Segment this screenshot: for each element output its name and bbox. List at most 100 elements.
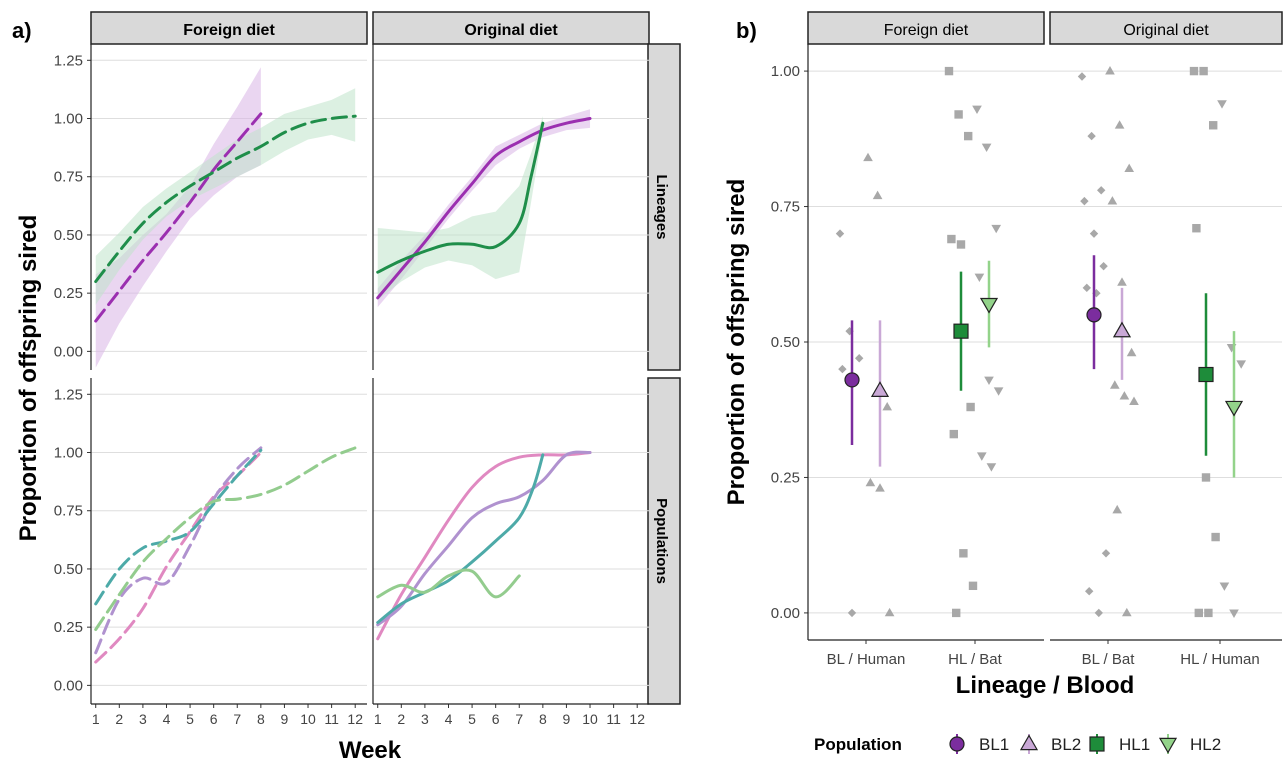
raw-data-point xyxy=(1229,609,1239,618)
x-tick-label: 7 xyxy=(233,711,241,727)
x-tick-label: 6 xyxy=(210,711,218,727)
raw-data-point xyxy=(981,143,992,152)
raw-data-point xyxy=(863,152,873,162)
x-tick-label: 9 xyxy=(281,711,289,727)
y-tick-label: 1.00 xyxy=(771,63,800,80)
series-line xyxy=(94,448,263,606)
raw-data-point xyxy=(954,110,963,119)
series-line xyxy=(376,451,592,641)
legend-label: HL2 xyxy=(1190,735,1221,754)
raw-data-point xyxy=(984,376,994,385)
y-tick-label: 0.00 xyxy=(771,605,800,622)
legend-label: HL1 xyxy=(1119,735,1150,754)
x-tick-label: 3 xyxy=(421,711,429,727)
series-line xyxy=(94,446,357,631)
raw-data-point xyxy=(976,452,987,461)
x-tick-label: 1 xyxy=(92,711,100,727)
y-tick-label: 0.75 xyxy=(771,199,800,216)
raw-data-point xyxy=(1194,608,1203,618)
x-tick-label: 8 xyxy=(539,711,547,727)
raw-data-point xyxy=(847,608,857,618)
raw-data-point xyxy=(1112,504,1123,514)
raw-data-point xyxy=(974,273,985,283)
raw-data-point xyxy=(855,354,864,363)
panel-b-tag: b) xyxy=(736,18,757,43)
raw-data-point xyxy=(1204,608,1213,618)
mean-point xyxy=(870,381,890,397)
series-line xyxy=(94,112,263,323)
series-line xyxy=(376,453,545,624)
y-tick-label: 0.50 xyxy=(771,334,800,351)
raw-data-point xyxy=(1109,380,1120,389)
legend-key-hl2 xyxy=(1158,737,1178,754)
raw-data-point xyxy=(1121,607,1132,617)
y-tick-label: 0.25 xyxy=(54,285,83,302)
y-tick-label: 0.25 xyxy=(54,619,83,636)
mean-point xyxy=(1086,307,1102,323)
mean-point xyxy=(1198,366,1214,383)
raw-data-point xyxy=(1085,587,1094,596)
strip-foreign-diet-b-label: Foreign diet xyxy=(884,22,969,39)
raw-data-point xyxy=(993,387,1004,396)
x-tick-label: 3 xyxy=(139,711,147,727)
legend-label: BL2 xyxy=(1051,735,1081,754)
panel-a-tag: a) xyxy=(12,18,32,43)
y-tick-label: 0.00 xyxy=(54,343,83,360)
legend-key-bl2 xyxy=(1019,734,1039,751)
x-tick-label: 10 xyxy=(582,711,598,727)
y-tick-label: 0.00 xyxy=(54,677,83,694)
raw-data-point xyxy=(949,429,958,439)
raw-data-point xyxy=(1117,277,1127,286)
confidence-band xyxy=(377,109,591,308)
raw-data-point xyxy=(1082,283,1091,293)
x-tick-label: 1 xyxy=(374,711,382,727)
strip-foreign-diet-a xyxy=(90,11,368,45)
x-tick-label: HL / Human xyxy=(1180,651,1259,668)
mean-point xyxy=(953,323,969,339)
raw-data-point xyxy=(991,224,1002,234)
raw-data-point xyxy=(1192,224,1201,233)
mean-point xyxy=(979,297,999,314)
raw-data-point xyxy=(1189,66,1199,76)
raw-data-point xyxy=(884,607,895,617)
raw-data-point xyxy=(838,364,847,374)
x-tick-label: 8 xyxy=(257,711,265,727)
strip-original-diet-a-label: Original diet xyxy=(464,22,558,39)
facet-a-2: 0.000.250.500.751.001.251 2 3 4 5 6 7 8 9 10 11 12 xyxy=(54,378,367,727)
raw-data-point xyxy=(1092,289,1101,298)
raw-data-point xyxy=(1209,121,1218,130)
raw-data-point xyxy=(872,190,883,200)
x-tick-label: 9 xyxy=(563,711,571,727)
raw-data-point xyxy=(964,131,973,141)
x-tick-label: 6 xyxy=(492,711,500,727)
series-line xyxy=(376,568,521,599)
raw-data-point xyxy=(1094,608,1103,618)
raw-data-point xyxy=(944,66,954,76)
raw-data-point xyxy=(968,581,978,591)
series-line xyxy=(94,114,357,284)
raw-data-point xyxy=(1089,229,1099,238)
strip-populations-label: Populations xyxy=(653,498,670,584)
x-tick-label: 7 xyxy=(515,711,523,727)
x-tick-label: 5 xyxy=(186,711,194,727)
strip-populations xyxy=(647,377,681,705)
x-tick-label: HL / Bat xyxy=(948,651,1002,668)
x-tick-label: 11 xyxy=(324,711,339,727)
strip-lineages-label: Lineages xyxy=(653,174,670,239)
y-tick-label: 1.25 xyxy=(54,52,83,69)
y-tick-label: 1.25 xyxy=(54,386,83,403)
legend-key-hl1 xyxy=(1089,736,1105,752)
raw-data-point xyxy=(959,549,968,558)
raw-data-point xyxy=(966,402,975,412)
strip-lineages xyxy=(647,43,681,371)
legend-label: BL1 xyxy=(979,735,1009,754)
x-tick-label: 11 xyxy=(606,711,621,727)
x-tick-label: 5 xyxy=(468,711,476,727)
panel-b-y-axis-label: Proportion of offspring sired xyxy=(723,179,750,506)
panel-b-x-axis-label: Lineage / Blood xyxy=(956,672,1135,699)
x-tick-label: 4 xyxy=(163,711,171,727)
raw-data-point xyxy=(1211,532,1220,542)
raw-data-point xyxy=(865,477,876,487)
strip-original-diet-b-label: Original diet xyxy=(1123,22,1209,39)
